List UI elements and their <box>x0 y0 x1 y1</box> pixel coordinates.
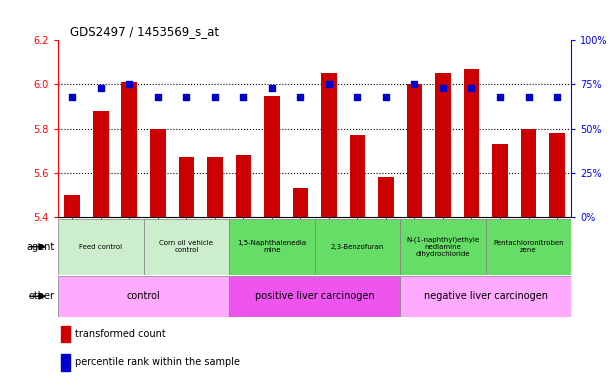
Bar <box>521 129 536 217</box>
Bar <box>549 133 565 217</box>
Bar <box>464 69 480 217</box>
Point <box>125 81 134 88</box>
Point <box>238 94 248 100</box>
Bar <box>293 188 309 217</box>
Bar <box>229 219 315 275</box>
Text: GDS2497 / 1453569_s_at: GDS2497 / 1453569_s_at <box>70 25 219 38</box>
Bar <box>65 195 80 217</box>
Bar <box>435 73 451 217</box>
Point <box>153 94 163 100</box>
Text: Corn oil vehicle
control: Corn oil vehicle control <box>159 240 213 253</box>
Text: Pentachloronitroben
zene: Pentachloronitroben zene <box>493 240 564 253</box>
Bar <box>178 157 194 217</box>
Text: Feed control: Feed control <box>79 244 122 250</box>
Bar <box>122 82 137 217</box>
Bar <box>61 354 70 371</box>
Text: other: other <box>29 291 55 301</box>
Bar <box>486 219 571 275</box>
Point <box>267 85 277 91</box>
Bar <box>229 276 400 317</box>
Text: agent: agent <box>27 242 55 252</box>
Point <box>210 94 220 100</box>
Bar <box>58 276 229 317</box>
Bar <box>236 155 251 217</box>
Point <box>524 94 533 100</box>
Bar <box>58 219 144 275</box>
Bar <box>400 276 571 317</box>
Point <box>438 85 448 91</box>
Text: control: control <box>126 291 161 301</box>
Bar <box>207 157 223 217</box>
Bar <box>407 84 422 217</box>
Point <box>296 94 306 100</box>
Text: transformed count: transformed count <box>75 329 166 339</box>
Text: positive liver carcinogen: positive liver carcinogen <box>255 291 375 301</box>
Point <box>409 81 419 88</box>
Bar <box>93 111 109 217</box>
Bar <box>150 129 166 217</box>
Point <box>353 94 362 100</box>
Bar <box>61 326 70 342</box>
Bar <box>400 219 486 275</box>
Point <box>495 94 505 100</box>
Point <box>181 94 191 100</box>
Bar <box>321 73 337 217</box>
Text: 2,3-Benzofuran: 2,3-Benzofuran <box>331 244 384 250</box>
Text: percentile rank within the sample: percentile rank within the sample <box>75 358 240 367</box>
Bar <box>264 96 280 217</box>
Bar <box>349 135 365 217</box>
Bar <box>492 144 508 217</box>
Point <box>467 85 477 91</box>
Text: N-(1-naphthyl)ethyle
nediamine
dihydrochloride: N-(1-naphthyl)ethyle nediamine dihydroch… <box>406 237 480 257</box>
Bar <box>144 219 229 275</box>
Point <box>381 94 391 100</box>
Point <box>324 81 334 88</box>
Text: 1,5-Naphthalenedia
mine: 1,5-Naphthalenedia mine <box>237 240 307 253</box>
Bar <box>378 177 394 217</box>
Point <box>552 94 562 100</box>
Bar <box>315 219 400 275</box>
Point <box>96 85 106 91</box>
Text: negative liver carcinogen: negative liver carcinogen <box>424 291 547 301</box>
Point <box>67 94 77 100</box>
